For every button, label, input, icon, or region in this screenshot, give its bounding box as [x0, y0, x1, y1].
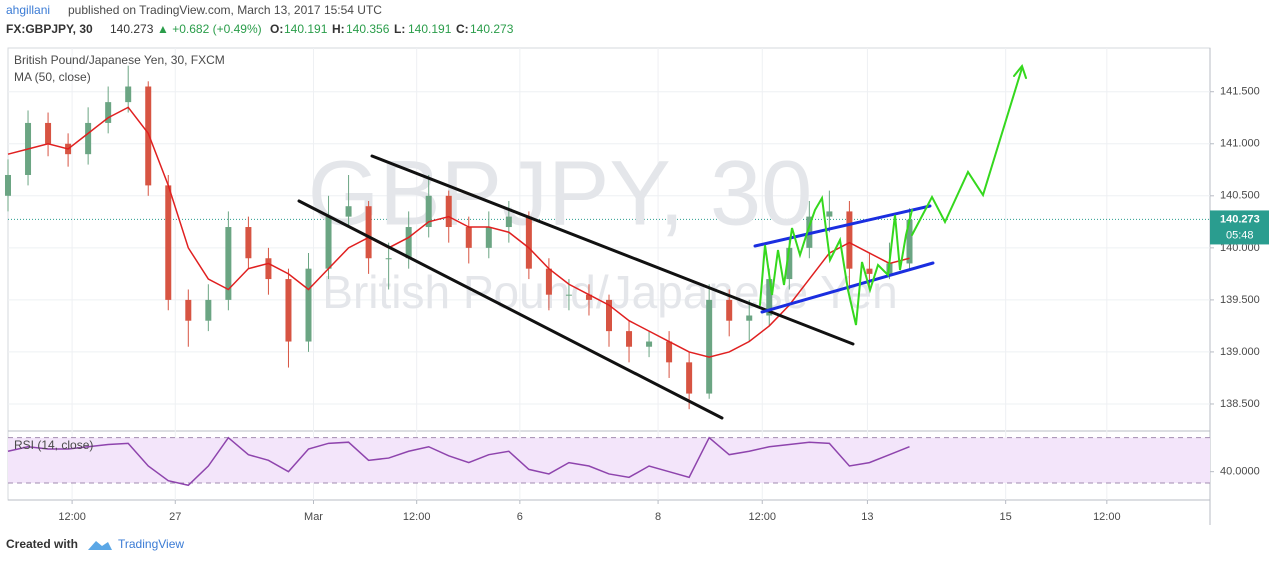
candle-body — [285, 279, 292, 342]
candle-body — [365, 206, 372, 259]
ohlc-value: 140.356 — [346, 22, 390, 36]
candle-body — [205, 299, 212, 321]
y-tick-label: 141.000 — [1220, 138, 1260, 150]
candle-body — [666, 341, 673, 363]
candle-body — [45, 122, 52, 144]
footer-created: Created with — [6, 537, 78, 551]
candle-body — [525, 216, 532, 269]
candle-body — [866, 268, 873, 274]
candle-body — [646, 341, 653, 347]
change: ▲ +0.682 (+0.49%) — [157, 22, 262, 36]
candle-body — [5, 174, 11, 196]
candle-body — [565, 294, 572, 296]
x-tick-label: 12:00 — [1093, 511, 1121, 523]
candle-body — [465, 227, 472, 248]
candle-body — [245, 227, 252, 259]
y-tick-label: 140.500 — [1220, 190, 1260, 202]
ohlc-value: 140.273 — [470, 22, 514, 36]
legend-ma: MA (50, close) — [14, 70, 91, 84]
last-price-tag — [1210, 210, 1269, 245]
drawings — [297, 63, 1027, 420]
candle-body — [185, 299, 192, 321]
x-tick-label: Mar — [304, 511, 323, 523]
ohlc: O: 140.191 H: 140.356 L: 140.191 C: 140.273 — [270, 22, 514, 36]
ohlc-label: H: — [332, 22, 345, 36]
candle-body — [265, 258, 272, 280]
candle-body — [826, 211, 833, 217]
candle-body — [405, 227, 412, 259]
countdown: 05:48 — [1226, 229, 1254, 241]
candle-body — [305, 268, 312, 342]
trend-line — [370, 154, 855, 346]
x-tick-label: 15 — [1000, 511, 1012, 523]
candle-body — [606, 299, 612, 332]
y-tick-label: 140.000 — [1220, 242, 1260, 254]
candle-body — [505, 216, 512, 228]
x-tick-label: 13 — [861, 511, 873, 523]
ohlc-label: L: — [394, 22, 405, 36]
candle-body — [766, 279, 773, 316]
candle-body — [425, 195, 432, 228]
y-tick-label: 139.000 — [1220, 346, 1260, 358]
x-tick-label: 27 — [169, 511, 181, 523]
trend-line — [297, 199, 724, 420]
candle-body — [105, 102, 112, 123]
candle-body — [225, 227, 232, 300]
ohlc-label: O: — [270, 22, 283, 36]
x-tick-label: 12:00 — [58, 511, 86, 523]
candle-body — [165, 185, 172, 300]
ohlc-label: C: — [456, 22, 469, 36]
chart-title: British Pound/Japanese Yen, 30, FXCM — [14, 53, 225, 67]
footer-brand[interactable]: TradingView — [118, 537, 184, 551]
rsi-tick-label: 40.0000 — [1220, 466, 1260, 478]
y-tick-label: 141.500 — [1220, 86, 1260, 98]
ma-line — [7, 106, 910, 358]
candle-body — [746, 315, 753, 321]
candle-body — [786, 247, 793, 280]
y-tick-label: 139.500 — [1220, 294, 1260, 306]
candle-body — [485, 227, 492, 248]
candle-body — [585, 294, 592, 300]
published: published on TradingView.com, March 13, … — [68, 3, 382, 17]
candle-body — [145, 86, 152, 186]
last-price-label: 140.273 — [1220, 213, 1260, 225]
candle-body — [545, 268, 552, 295]
legend-rsi: RSI (14, close) — [14, 438, 93, 452]
candle-body — [906, 219, 913, 264]
candle-body — [325, 216, 332, 269]
rsi-band — [8, 437, 1210, 483]
x-tick-label: 12:00 — [748, 511, 776, 523]
x-tick-label: 8 — [655, 511, 661, 523]
last: 140.273 — [110, 22, 154, 36]
x-tick-label: 6 — [517, 511, 523, 523]
y-tick-label: 138.500 — [1220, 398, 1260, 410]
x-tick-label: 12:00 — [403, 511, 431, 523]
candle-body — [626, 331, 633, 347]
ohlc-value: 140.191 — [408, 22, 452, 36]
candle-body — [706, 299, 713, 394]
channel-line — [753, 204, 932, 248]
candle-body — [385, 258, 392, 260]
symbol: FX:GBPJPY, 30 — [6, 22, 93, 36]
candle-body — [726, 299, 733, 321]
projection-arrow — [911, 67, 1023, 236]
candle-body — [85, 122, 92, 155]
candle-body — [846, 211, 853, 269]
logo — [88, 541, 112, 550]
arrow-head — [1013, 63, 1027, 79]
candle-body — [445, 195, 452, 228]
rsi-line — [7, 436, 910, 487]
projection — [759, 194, 913, 326]
ohlc-value: 140.191 — [284, 22, 328, 36]
watermark-symbol: GBPJPY, 30 — [308, 142, 813, 244]
author[interactable]: ahgillani — [6, 3, 50, 17]
candle-body — [345, 206, 352, 217]
candle-body — [125, 86, 132, 103]
candle-body — [686, 362, 693, 394]
